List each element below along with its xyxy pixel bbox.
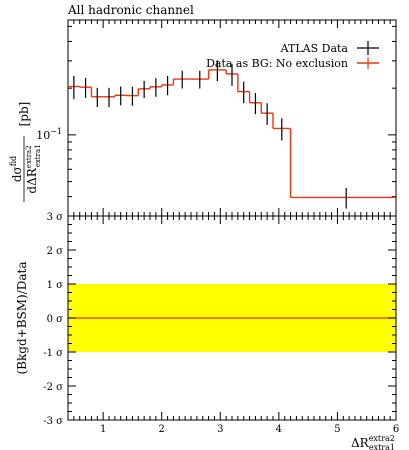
ratio-panel-ticks <box>68 215 397 421</box>
ratio-y-tick-label: 1 σ <box>47 280 64 291</box>
x-tick-label: 6 <box>393 424 399 435</box>
data-points-series <box>73 60 347 209</box>
top-y-tick-labels: 10−1 <box>36 127 62 142</box>
ratio-y-tick-label: -2 σ <box>43 382 63 393</box>
x-tick-label: 1 <box>100 424 106 435</box>
ratio-y-tick-label: -1 σ <box>43 348 63 359</box>
y-label-denominator: dΔRextra2extra1 <box>25 144 42 193</box>
y-tick-label: 10−1 <box>36 127 62 142</box>
top-panel-ticks <box>68 20 397 217</box>
ratio-y-tick-label: 3 σ <box>47 212 64 223</box>
x-tick-labels: 1 2 3 4 5 6 <box>100 424 399 435</box>
top-panel: All hadronic channel 10−1 ATLAS Data Dat… <box>9 3 397 217</box>
legend: ATLAS Data Data as BG: No exclusion <box>206 41 379 70</box>
top-y-axis-label: dσfid dΔRextra2extra1 [pb] <box>9 102 42 202</box>
x-tick-label: 5 <box>334 424 340 435</box>
y-label-unit: [pb] <box>17 102 31 127</box>
x-tick-label: 3 <box>217 424 223 435</box>
plot-title: All hadronic channel <box>67 3 194 17</box>
ratio-y-tick-label: 0 σ <box>47 314 64 325</box>
legend-label-data-as-bg: Data as BG: No exclusion <box>206 57 348 70</box>
ratio-y-tick-label: 2 σ <box>47 246 64 257</box>
x-tick-label: 4 <box>276 424 282 435</box>
x-axis-label: ΔRextra2 extra1 <box>351 434 395 450</box>
ratio-panel: 3 σ 2 σ 1 σ 0 σ -1 σ -2 σ -3 σ 1 2 3 4 5 6 (Bkgd+BS… <box>15 212 399 450</box>
ratio-y-tick-labels: 3 σ 2 σ 1 σ 0 σ -1 σ -2 σ -3 σ <box>43 212 63 427</box>
x-tick-label: 2 <box>159 424 165 435</box>
y-label-numerator: dσfid <box>9 156 24 182</box>
ratio-y-axis-label: (Bkgd+BSM)/Data <box>15 262 29 375</box>
histogram-series <box>68 69 396 199</box>
ratio-y-tick-label: -3 σ <box>43 416 63 427</box>
legend-label-atlas-data: ATLAS Data <box>280 42 349 55</box>
